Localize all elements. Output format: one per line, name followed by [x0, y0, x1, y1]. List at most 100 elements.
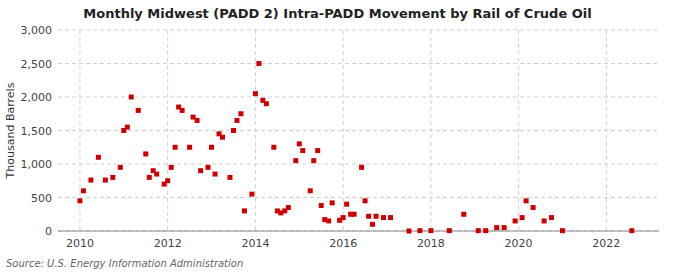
point [370, 222, 375, 227]
x-tick-label: 2022 [592, 237, 620, 250]
point [286, 205, 291, 210]
point [311, 158, 316, 163]
point [326, 218, 331, 223]
point [524, 198, 529, 203]
point [206, 165, 211, 170]
point [315, 148, 320, 153]
point [213, 172, 218, 177]
point [461, 212, 466, 217]
point [330, 200, 335, 205]
point [129, 95, 134, 100]
point [542, 218, 547, 223]
y-tick-label: 3,000 [21, 24, 53, 37]
point [300, 148, 305, 153]
y-grid-line [58, 130, 659, 131]
y-tick-label: 1,500 [21, 125, 53, 138]
y-tick-label: 2,500 [21, 58, 53, 71]
point [366, 214, 371, 219]
point [220, 135, 225, 140]
point [195, 118, 200, 123]
point [483, 228, 488, 233]
y-grid-line [58, 30, 659, 31]
x-grid-line [606, 30, 607, 231]
x-tick-label: 2010 [66, 237, 94, 250]
point [476, 228, 481, 233]
y-tick-label: 500 [31, 192, 52, 205]
point [249, 192, 254, 197]
point [256, 61, 261, 66]
y-grid-line [58, 97, 659, 98]
point [253, 91, 258, 96]
point [234, 118, 239, 123]
grid [58, 30, 659, 231]
point [143, 151, 148, 156]
x-grid-line [343, 30, 344, 231]
point [136, 108, 141, 113]
point [417, 228, 422, 233]
y-grid-line [58, 164, 659, 165]
point [344, 202, 349, 207]
point [118, 165, 123, 170]
source: Source: U.S. Energy Information Administ… [6, 258, 243, 269]
point [147, 175, 152, 180]
point [549, 215, 554, 220]
title: Monthly Midwest (PADD 2) Intra-PADD Move… [83, 6, 591, 21]
point [531, 205, 536, 210]
point [629, 228, 634, 233]
y-axis-label: Thousand Barrels [4, 82, 17, 179]
point [180, 108, 185, 113]
y-grid-line [58, 63, 659, 64]
x-tick-label: 2018 [417, 237, 445, 250]
point [264, 101, 269, 106]
point [227, 175, 232, 180]
y-grid-line [58, 197, 659, 198]
point [293, 158, 298, 163]
y-tick-label: 2,000 [21, 91, 53, 104]
point [242, 208, 247, 213]
point [88, 178, 93, 183]
y-tick-label: 0 [45, 225, 52, 238]
x-tick-label: 2016 [329, 237, 357, 250]
point [381, 215, 386, 220]
point [77, 198, 82, 203]
point [374, 214, 379, 219]
point [231, 128, 236, 133]
point [308, 188, 313, 193]
point [125, 125, 130, 130]
point [187, 145, 192, 150]
point [502, 225, 507, 230]
x-tick-label: 2012 [154, 237, 182, 250]
point [359, 165, 364, 170]
x-grid-line [430, 30, 431, 231]
x-tick-label: 2014 [241, 237, 269, 250]
point [447, 228, 452, 233]
point [406, 229, 411, 234]
point [494, 225, 499, 230]
point [560, 228, 565, 233]
x-tick-label: 2020 [505, 237, 533, 250]
point [165, 178, 170, 183]
x-grid-line [255, 30, 256, 231]
point [103, 178, 108, 183]
y-grid-line [58, 231, 659, 232]
chart: Monthly Midwest (PADD 2) Intra-PADD Move… [0, 0, 675, 275]
x-axis-line [58, 231, 659, 232]
point [341, 215, 346, 220]
point [352, 212, 357, 217]
point [81, 188, 86, 193]
point [209, 145, 214, 150]
point [428, 228, 433, 233]
point [154, 172, 159, 177]
point [96, 155, 101, 160]
y-tick-label: 1,000 [21, 158, 53, 171]
point [319, 203, 324, 208]
points [77, 61, 634, 234]
point [169, 165, 174, 170]
point [271, 145, 276, 150]
point [363, 198, 368, 203]
point [173, 145, 178, 150]
point [238, 111, 243, 116]
point [513, 218, 518, 223]
point [297, 141, 302, 146]
point [388, 215, 393, 220]
